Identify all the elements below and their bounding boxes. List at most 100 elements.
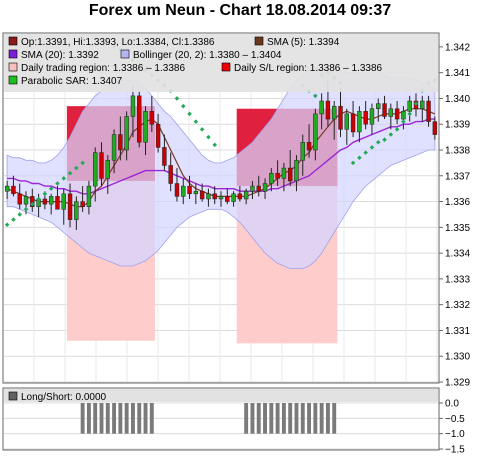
long-short-bar (143, 403, 148, 434)
candle-body (181, 185, 186, 197)
sub-legend: Long/Short: 0.0000 (4, 389, 438, 403)
candle-body (388, 108, 394, 117)
long-short-bar (313, 403, 318, 434)
sar-dot (42, 191, 48, 197)
long-short-bar (105, 403, 110, 434)
candle-body (67, 193, 73, 220)
candle-body (93, 152, 98, 187)
tick-label: 1.342 (445, 42, 470, 53)
long-short-label: Long/Short: 0.0000 (21, 392, 107, 403)
tick-label: 1.331 (445, 326, 470, 337)
chart-title: Forex um Neun - Chart 18.08.2014 09:37 (88, 2, 392, 19)
candle-body (11, 185, 16, 195)
candle-body (357, 111, 362, 133)
candle-body (432, 121, 438, 135)
legend-label: Bollinger (20, 2): 1.3380 – 1.3404 (133, 50, 282, 61)
tick-label: 1.332 (445, 300, 470, 311)
long-short-bar (124, 403, 129, 434)
candle-body (325, 100, 331, 120)
legend-box: Op:1.3391, Hi:1.3393, Lo:1.3384, Cl:1.33… (4, 34, 438, 92)
sar-dot (17, 212, 22, 217)
candle-body (300, 142, 305, 161)
tick-label: 1.335 (445, 223, 470, 234)
candle-body (4, 185, 10, 192)
trading-region-swatch (8, 62, 18, 72)
candle-body (350, 113, 356, 133)
long-short-bar (112, 403, 117, 434)
sar-dot (55, 181, 60, 186)
tick-label: 1.337 (445, 171, 470, 182)
candle-body (401, 111, 406, 120)
long-short-bar (307, 403, 312, 434)
long-short-swatch (8, 391, 18, 401)
tick-label: 1.333 (445, 274, 470, 285)
candle-body (382, 103, 387, 117)
candle-body (306, 142, 312, 151)
candle-body (332, 105, 337, 120)
long-short-bar (256, 403, 261, 434)
long-short-bar (300, 403, 305, 434)
candle-body (313, 113, 318, 151)
sar-dot (199, 127, 205, 132)
candle-body (407, 100, 412, 112)
long-short-bar (118, 403, 123, 434)
legend-label: SMA (5): 1.3394 (267, 37, 340, 48)
candle-swatch (8, 36, 18, 46)
main-y-axis: 1.329 1.330 1.331 1.332 1.333 1.334 1.335 1.336… (439, 42, 470, 389)
candle-body (206, 193, 211, 200)
long-short-bar (137, 403, 142, 434)
long-short-bar (281, 403, 286, 434)
candle-body (262, 183, 268, 192)
sub-grid (4, 402, 438, 450)
sub-tick-label: 0.0 (445, 399, 459, 410)
tick-label: 1.339 (445, 120, 470, 131)
candle-body (212, 193, 217, 200)
candle-body (74, 201, 79, 220)
legend-label: Parabolic SAR: 1.3407 (21, 76, 123, 87)
sar-dot (174, 96, 180, 101)
long-short-bar (319, 403, 324, 434)
sma5-swatch (254, 36, 264, 46)
tick-label: 1.340 (445, 94, 470, 105)
sma20-line (7, 118, 435, 195)
candle-body (394, 108, 400, 120)
legend-label: SMA (20): 1.3392 (21, 50, 99, 61)
sub-tick-label: −0.5 (445, 414, 465, 425)
tick-label: 1.330 (445, 352, 470, 363)
long-short-bar (93, 403, 98, 434)
candle-body (130, 95, 136, 117)
candle-body (174, 183, 180, 197)
candle-body (86, 185, 92, 207)
candle-body (143, 111, 148, 143)
candle-body (168, 165, 173, 184)
long-short-bar (294, 403, 299, 434)
legend-label: Daily trading region: 1.3386 – 1.3386 (21, 63, 185, 74)
bollinger-swatch (120, 49, 130, 59)
candle-body (319, 100, 324, 115)
sar-dot (30, 201, 35, 207)
sar-dot (363, 150, 368, 155)
sar-dot (357, 155, 362, 160)
candle-body (287, 167, 293, 182)
sar-dot (74, 165, 79, 171)
sma20-swatch (8, 49, 18, 59)
candle-body (111, 134, 117, 161)
candle-body (369, 108, 375, 125)
candle-body (231, 193, 236, 202)
sub-tick-label: −1.0 (445, 429, 465, 440)
long-short-bars (80, 403, 337, 434)
candle-body (426, 100, 431, 122)
long-short-bar (288, 403, 293, 434)
legend-label: Op:1.3391, Hi:1.3393, Lo:1.3384, Cl:1.33… (21, 37, 215, 48)
sub-y-axis: 0.0 −0.5 −1.0 −1.5 (439, 399, 465, 456)
sar-dot (187, 111, 192, 117)
long-short-bar (86, 403, 91, 434)
candle-body (23, 196, 29, 205)
long-short-bar (275, 403, 280, 434)
long-short-bar (80, 403, 85, 434)
long-short-bar (250, 403, 255, 434)
long-short-bar (244, 403, 249, 434)
candle-body (149, 111, 155, 125)
sub-tick-label: −1.5 (445, 445, 465, 456)
